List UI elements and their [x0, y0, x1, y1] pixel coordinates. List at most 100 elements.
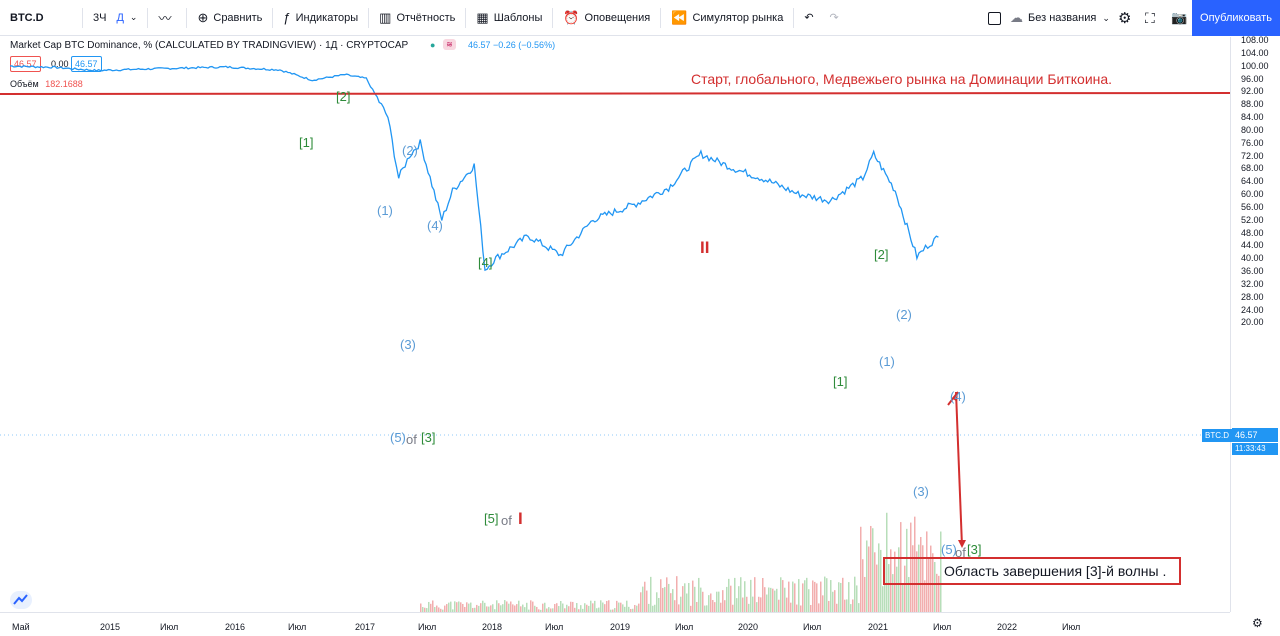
price-axis-tick: 108.00 [1241, 35, 1269, 45]
price-axis[interactable]: 108.00 104.00 100.00 96.00 92.00 88.00 84.00 80… [1230, 35, 1280, 612]
chart-type-button[interactable]: 〰 [150, 0, 184, 36]
volume-bar [790, 602, 792, 612]
wave-label: (5) [941, 542, 957, 557]
undo-button[interactable]: ↶ [796, 0, 821, 36]
volume-bar [666, 577, 668, 612]
volume-bar [464, 606, 466, 612]
wave-label: of [406, 432, 417, 447]
volume-bar [420, 603, 422, 612]
price-axis-tick: 60.00 [1241, 189, 1264, 200]
layout-toggle-button[interactable] [980, 0, 1009, 36]
volume-bar [834, 590, 836, 612]
volume-bar [920, 536, 922, 612]
wave-label: (1) [879, 354, 895, 369]
time-axis-tick: Июл [418, 622, 437, 632]
volume-bar [654, 604, 656, 612]
reports-button[interactable]: ▥ Отчётность [371, 0, 463, 36]
wave-box-label[interactable]: Область завершения [3]-й волны . [944, 563, 1167, 579]
volume-bar [702, 591, 704, 612]
price-axis-tick: 48.00 [1241, 227, 1264, 238]
bid-price-box[interactable]: 46.57 [10, 56, 41, 72]
volume-bar [574, 607, 576, 612]
time-axis-tick: Июл [160, 622, 179, 632]
volume-bar [784, 587, 786, 612]
indicators-button[interactable]: ƒ Индикаторы [275, 0, 366, 36]
eye-icon[interactable]: ● [430, 40, 436, 50]
alerts-button[interactable]: ⏰ Оповещения [555, 0, 658, 36]
publish-button[interactable]: Опубликовать [1192, 0, 1280, 36]
interval-unit: Д [116, 11, 124, 24]
price-chart[interactable] [0, 37, 1230, 612]
compare-button[interactable]: ⊕ Сравнить [189, 0, 270, 36]
redo-button[interactable]: ↷ [822, 0, 847, 36]
volume-bar [428, 601, 430, 612]
volume-bar [468, 603, 470, 612]
symbol-logo-icon: ≋ [443, 39, 456, 50]
volume-bar [566, 604, 568, 612]
volume-bar [940, 531, 942, 612]
volume-bar [814, 581, 816, 612]
snapshot-button[interactable]: 📷 [1163, 0, 1195, 36]
volume-bar [474, 607, 476, 612]
time-axis[interactable]: Май 2015 Июл 2016 Июл 2017 Июл 2018 Июл 2019 Июл 20… [0, 612, 1230, 636]
volume-bar [900, 522, 902, 612]
volume-bar [772, 588, 774, 612]
time-axis-tick: 2022 [997, 622, 1018, 632]
replay-button[interactable]: ⏪ Симулятор рынка [663, 0, 791, 36]
settings-button[interactable]: ⚙ [1110, 0, 1139, 36]
volume-bar [562, 603, 564, 612]
price-axis-tick: 24.00 [1241, 304, 1264, 315]
volume-bar [466, 602, 468, 612]
volume-bar [776, 588, 778, 612]
volume-bar [858, 603, 860, 612]
volume-bar [514, 605, 516, 612]
volume-bar [918, 544, 920, 612]
volume-bar [582, 608, 584, 612]
tradingview-logo-icon[interactable] [10, 591, 32, 609]
volume-bar [890, 549, 892, 612]
volume-bar [590, 600, 592, 612]
wave-label: (3) [913, 484, 929, 499]
separator [368, 7, 370, 28]
interval-label: 3Ч [93, 11, 107, 24]
volume-bar [648, 603, 650, 612]
rewind-icon: ⏪ [671, 9, 688, 25]
volume-bar [934, 562, 936, 612]
volume-bar [850, 604, 852, 612]
volume-bar [484, 602, 486, 612]
volume-bar [584, 603, 586, 612]
volume-bar [724, 600, 726, 612]
undo-icon: ↶ [804, 12, 814, 24]
volume-bar [544, 602, 546, 612]
redo-icon: ↷ [829, 12, 839, 24]
volume-bar [916, 551, 918, 612]
volume-bar [604, 604, 606, 612]
volume-bar [824, 576, 826, 612]
volume-bar [822, 595, 824, 612]
axis-settings-icon[interactable]: ⚙ [1252, 616, 1263, 630]
volume-bar [488, 606, 490, 612]
volume-bar [902, 584, 904, 612]
volume-bar [664, 587, 666, 612]
symbol-search[interactable]: BTC.D [10, 11, 44, 24]
volume-bar [656, 592, 658, 612]
volume-bar [698, 577, 700, 612]
wave-label: (4) [950, 389, 966, 404]
volume-bar [542, 603, 544, 612]
volume-bar [778, 599, 780, 612]
volume-bar [530, 600, 532, 612]
volume-bar [602, 602, 604, 612]
interval-selector[interactable]: 3Ч Д ⌄ [85, 0, 145, 36]
ask-price-box[interactable]: 46.57 [71, 56, 102, 72]
templates-button[interactable]: ▦ Шаблоны [468, 0, 550, 36]
volume-bar [506, 601, 508, 612]
volume-bar [554, 604, 556, 612]
fullscreen-button[interactable]: ⛶ [1137, 0, 1163, 36]
separator [82, 7, 83, 28]
volume-bar [572, 601, 574, 612]
volume-bar [646, 590, 648, 612]
headline-annotation[interactable]: Старт, глобального, Медвежьего рынка на … [691, 71, 1113, 87]
layout-name-menu[interactable]: ☁ Без названия ⌄ [1010, 0, 1110, 36]
volume-bar [576, 603, 578, 612]
volume-bar [802, 583, 804, 612]
